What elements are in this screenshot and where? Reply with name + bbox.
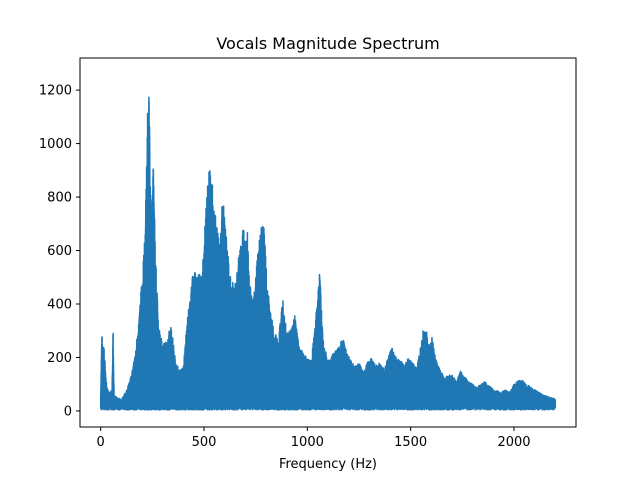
y-tick-label: 600: [47, 244, 72, 259]
x-axis-label: Frequency (Hz): [279, 457, 377, 472]
axes-frame: [79, 57, 577, 428]
spectrum-line: [99, 96, 557, 411]
x-tick-label: 1500: [394, 435, 427, 450]
x-tick-label: 1000: [291, 435, 324, 450]
x-tick-label: 2000: [497, 435, 530, 450]
y-tick-label: 800: [47, 191, 72, 206]
x-tick-label: 0: [97, 435, 105, 450]
plot-area: [99, 96, 557, 411]
y-tick-label: 200: [47, 351, 72, 366]
y-tick-label: 1200: [39, 84, 72, 99]
x-tick-label: 500: [192, 435, 217, 450]
axes: 0 500 1000 1500 2000 0 200 400 600 800 1000 1200: [39, 57, 577, 450]
y-tick-label: 400: [47, 298, 72, 313]
y-tick-label: 0: [64, 404, 72, 419]
chart-title: Vocals Magnitude Spectrum: [216, 34, 439, 53]
y-tick-label: 1000: [39, 137, 72, 152]
